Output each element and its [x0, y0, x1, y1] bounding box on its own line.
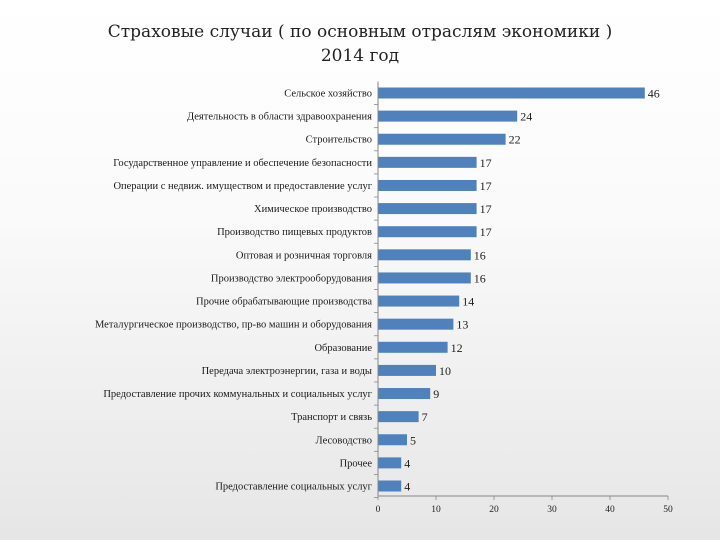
chart-subtitle: 2014 год — [320, 46, 400, 66]
data-label: 16 — [474, 271, 486, 285]
bar — [378, 226, 477, 238]
data-label: 5 — [410, 433, 416, 447]
category-label: Оптовая и розничная торговля — [236, 250, 372, 261]
category-label: Транспорт и связь — [291, 412, 372, 423]
bar — [378, 457, 402, 469]
bar — [378, 318, 454, 330]
category-label: Деятельность в области здравоохранения — [187, 112, 372, 123]
category-label: Производство пищевых продуктов — [217, 227, 372, 238]
bar — [378, 203, 477, 215]
category-label: Строительство — [306, 135, 372, 146]
bar — [378, 156, 477, 168]
data-label: 13 — [456, 318, 468, 332]
category-label: Лесоводство — [316, 435, 372, 446]
bar — [378, 388, 431, 400]
bar — [378, 249, 471, 261]
chart-title: Страховые случаи ( по основным отраслям … — [107, 22, 613, 42]
data-label: 4 — [404, 480, 410, 494]
data-label: 17 — [480, 202, 492, 216]
data-label: 7 — [422, 410, 428, 424]
category-label: Прочие обрабатывающие производства — [196, 297, 372, 308]
x-tick-label: 40 — [605, 505, 615, 515]
category-label: Предоставление прочих коммунальных и соц… — [103, 389, 372, 400]
bar — [378, 364, 436, 376]
x-tick-label: 10 — [431, 505, 441, 515]
data-label: 17 — [480, 179, 492, 193]
data-label: 24 — [520, 110, 532, 124]
data-label: 17 — [480, 225, 492, 239]
category-label: Сельское хозяйство — [284, 89, 372, 100]
data-label: 10 — [439, 364, 451, 378]
bar — [378, 434, 407, 446]
bar — [378, 480, 402, 492]
x-tick-label: 30 — [547, 505, 557, 515]
category-label: Операции с недвиж. имуществом и предоста… — [113, 181, 372, 192]
bar — [378, 133, 506, 145]
category-label: Передача электроэнергии, газа и воды — [202, 366, 372, 377]
data-label: 16 — [474, 248, 486, 262]
category-label: Металургическое производство, пр-во маши… — [95, 320, 372, 331]
x-tick-label: 20 — [489, 505, 499, 515]
data-label: 17 — [480, 156, 492, 170]
data-label: 12 — [451, 341, 463, 355]
data-label: 14 — [462, 295, 474, 309]
bar — [378, 411, 419, 423]
bar — [378, 295, 460, 307]
x-tick-label: 0 — [376, 505, 381, 515]
bar — [378, 341, 448, 353]
category-label: Производство электрооборудования — [211, 273, 372, 284]
category-label: Химическое производство — [254, 204, 372, 215]
x-tick-label: 50 — [663, 505, 673, 515]
data-label: 46 — [648, 87, 660, 101]
bar — [378, 110, 518, 122]
data-label: 22 — [509, 133, 521, 147]
data-label: 4 — [404, 456, 410, 470]
category-label: Образование — [314, 343, 372, 354]
category-label: Предоставление социальных услуг — [215, 482, 372, 493]
data-label: 9 — [433, 387, 439, 401]
category-label: Государственное управление и обеспечение… — [113, 158, 372, 169]
bar — [378, 272, 471, 284]
category-label: Прочее — [340, 458, 373, 469]
bar — [378, 179, 477, 191]
bar — [378, 87, 645, 99]
